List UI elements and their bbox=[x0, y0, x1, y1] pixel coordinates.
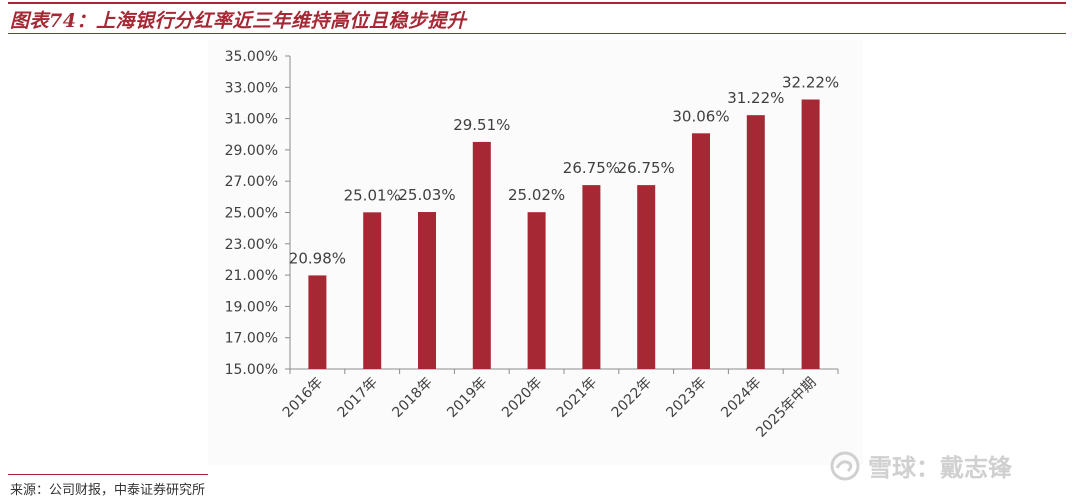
watermark: 雪球：戴志锋 bbox=[828, 448, 1012, 483]
bar bbox=[527, 212, 546, 369]
y-tick-label: 23.00% bbox=[225, 237, 278, 253]
data-label: 30.06% bbox=[672, 107, 729, 125]
watermark-text: 雪球：戴志锋 bbox=[868, 454, 1012, 482]
x-tick-label: 2016年 bbox=[280, 375, 326, 421]
top-rule bbox=[8, 2, 1066, 4]
x-tick-label: 2021年 bbox=[554, 375, 600, 421]
bar bbox=[746, 115, 765, 369]
x-tick-label: 2024年 bbox=[718, 375, 764, 421]
bar bbox=[308, 275, 327, 369]
bar bbox=[582, 185, 601, 369]
x-tick-label: 2018年 bbox=[389, 375, 435, 421]
bar bbox=[363, 212, 382, 369]
snowball-logo-icon bbox=[828, 451, 862, 481]
y-tick-label: 33.00% bbox=[225, 80, 278, 96]
data-label: 26.75% bbox=[618, 159, 675, 177]
y-tick-label: 15.00% bbox=[225, 362, 278, 378]
data-label: 25.02% bbox=[508, 186, 565, 204]
x-tick-label: 2017年 bbox=[335, 375, 381, 421]
y-tick-label: 17.00% bbox=[225, 331, 278, 347]
data-label: 25.01% bbox=[344, 186, 401, 204]
bar bbox=[692, 133, 710, 369]
y-tick-label: 29.00% bbox=[225, 143, 278, 159]
x-tick-label: 2023年 bbox=[663, 375, 709, 421]
y-tick-label: 25.00% bbox=[225, 206, 278, 222]
source-note: 来源：公司财报，中泰证券研究所 bbox=[10, 483, 206, 498]
figure-title: 图表74：上海银行分红率近三年维持高位且稳步提升 bbox=[10, 10, 467, 32]
data-label: 29.51% bbox=[453, 116, 510, 134]
y-tick-label: 31.00% bbox=[225, 112, 278, 128]
bar bbox=[472, 141, 491, 369]
bar bbox=[418, 212, 436, 369]
x-tick-label: 2020年 bbox=[499, 375, 545, 421]
y-tick-label: 27.00% bbox=[225, 174, 278, 190]
data-label: 20.98% bbox=[289, 249, 346, 267]
bar bbox=[637, 185, 656, 369]
data-label: 32.22% bbox=[782, 74, 839, 92]
data-label: 25.03% bbox=[398, 186, 455, 204]
y-tick-label: 35.00% bbox=[225, 49, 278, 65]
y-tick-label: 21.00% bbox=[225, 268, 278, 284]
x-tick-label: 2022年 bbox=[609, 375, 655, 421]
y-tick-label: 19.00% bbox=[225, 299, 278, 315]
x-tick-label: 2019年 bbox=[444, 375, 490, 421]
data-label: 31.22% bbox=[727, 89, 784, 107]
title-rule bbox=[8, 33, 1066, 34]
bar bbox=[801, 99, 820, 369]
source-rule bbox=[8, 474, 208, 475]
data-label: 26.75% bbox=[563, 159, 620, 177]
